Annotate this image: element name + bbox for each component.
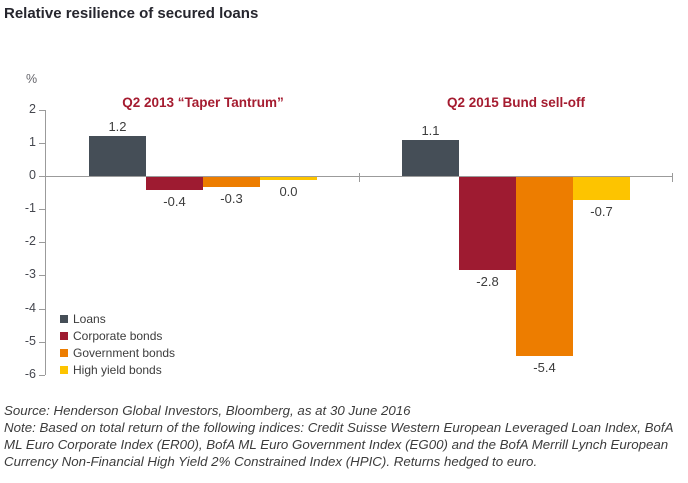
value-label-loans-q2-2013-taper-tantrum-: 1.2 xyxy=(108,119,127,135)
legend-label: Government bonds xyxy=(73,345,176,360)
bar-corporate-bonds-q2-2015-bund-sell-off xyxy=(459,177,516,270)
note-line: Note: Based on total return of the follo… xyxy=(4,420,673,469)
value-label-high-yield-bonds-q2-2015-bund-sell-off: -0.7 xyxy=(590,204,613,220)
y-tick xyxy=(39,176,45,177)
y-axis-unit-label: % xyxy=(26,72,38,86)
legend-swatch-icon xyxy=(60,348,68,357)
y-tick xyxy=(39,308,45,310)
x-axis-line xyxy=(45,176,672,177)
y-tick xyxy=(39,109,45,111)
group-title-q2-2013-taper-tantrum-: Q2 2013 “Taper Tantrum” xyxy=(122,95,284,110)
y-tick-label: 0 xyxy=(29,168,36,182)
x-tick xyxy=(359,173,360,182)
y-axis-line xyxy=(45,109,46,375)
value-label-corporate-bonds-q2-2015-bund-sell-off: -2.8 xyxy=(476,273,499,289)
legend-label: High yield bonds xyxy=(73,362,162,377)
chart-legend: Loans Corporate bonds Government bonds High… xyxy=(60,310,175,378)
legend-item-government-bonds: Government bonds xyxy=(60,344,175,361)
bar-high-yield-bonds-q2-2015-bund-sell-off xyxy=(573,177,630,201)
y-tick xyxy=(39,142,45,144)
legend-swatch-icon xyxy=(60,331,68,340)
chart-title: Relative resilience of secured loans xyxy=(4,5,259,22)
value-label-corporate-bonds-q2-2013-taper-tantrum-: -0.4 xyxy=(163,194,186,210)
value-label-government-bonds-q2-2013-taper-tantrum-: -0.3 xyxy=(220,190,243,206)
legend-item-high-yield-bonds: High yield bonds xyxy=(60,361,175,378)
y-tick xyxy=(39,242,45,244)
legend-label: Loans xyxy=(73,311,106,326)
bar-government-bonds-q2-2015-bund-sell-off xyxy=(516,177,573,356)
value-label-government-bonds-q2-2015-bund-sell-off: -5.4 xyxy=(533,359,556,375)
value-label-loans-q2-2015-bund-sell-off: 1.1 xyxy=(421,122,440,138)
bar-high-yield-bonds-q2-2013-taper-tantrum- xyxy=(260,177,317,180)
x-tick xyxy=(672,173,673,182)
legend-swatch-icon xyxy=(60,314,68,323)
legend-item-corporate-bonds: Corporate bonds xyxy=(60,327,175,344)
y-tick-label: -3 xyxy=(24,267,36,282)
y-tick-label: -5 xyxy=(24,333,36,348)
legend-item-loans: Loans xyxy=(60,310,175,327)
y-tick xyxy=(39,341,45,343)
source-line: Source: Henderson Global Investors, Bloo… xyxy=(4,403,411,418)
y-tick xyxy=(39,209,45,211)
y-tick-label: 2 xyxy=(29,101,36,116)
bar-loans-q2-2013-taper-tantrum- xyxy=(89,136,146,176)
group-title-q2-2015-bund-sell-off: Q2 2015 Bund sell-off xyxy=(446,95,586,110)
bar-government-bonds-q2-2013-taper-tantrum- xyxy=(203,177,260,187)
y-tick-label: -1 xyxy=(24,201,36,216)
y-tick xyxy=(39,374,45,376)
value-label-high-yield-bonds-q2-2013-taper-tantrum-: 0.0 xyxy=(279,184,298,199)
y-tick-label: -2 xyxy=(24,234,36,249)
y-tick-label: 1 xyxy=(29,134,36,149)
footer-notes: Source: Henderson Global Investors, Bloo… xyxy=(4,402,688,470)
legend-swatch-icon xyxy=(60,365,68,374)
bar-loans-q2-2015-bund-sell-off xyxy=(402,139,459,176)
legend-label: Corporate bonds xyxy=(73,328,163,343)
y-tick xyxy=(39,275,45,277)
bar-corporate-bonds-q2-2013-taper-tantrum- xyxy=(146,177,203,191)
y-tick-label: -4 xyxy=(24,300,36,315)
y-tick-label: -6 xyxy=(24,366,36,381)
